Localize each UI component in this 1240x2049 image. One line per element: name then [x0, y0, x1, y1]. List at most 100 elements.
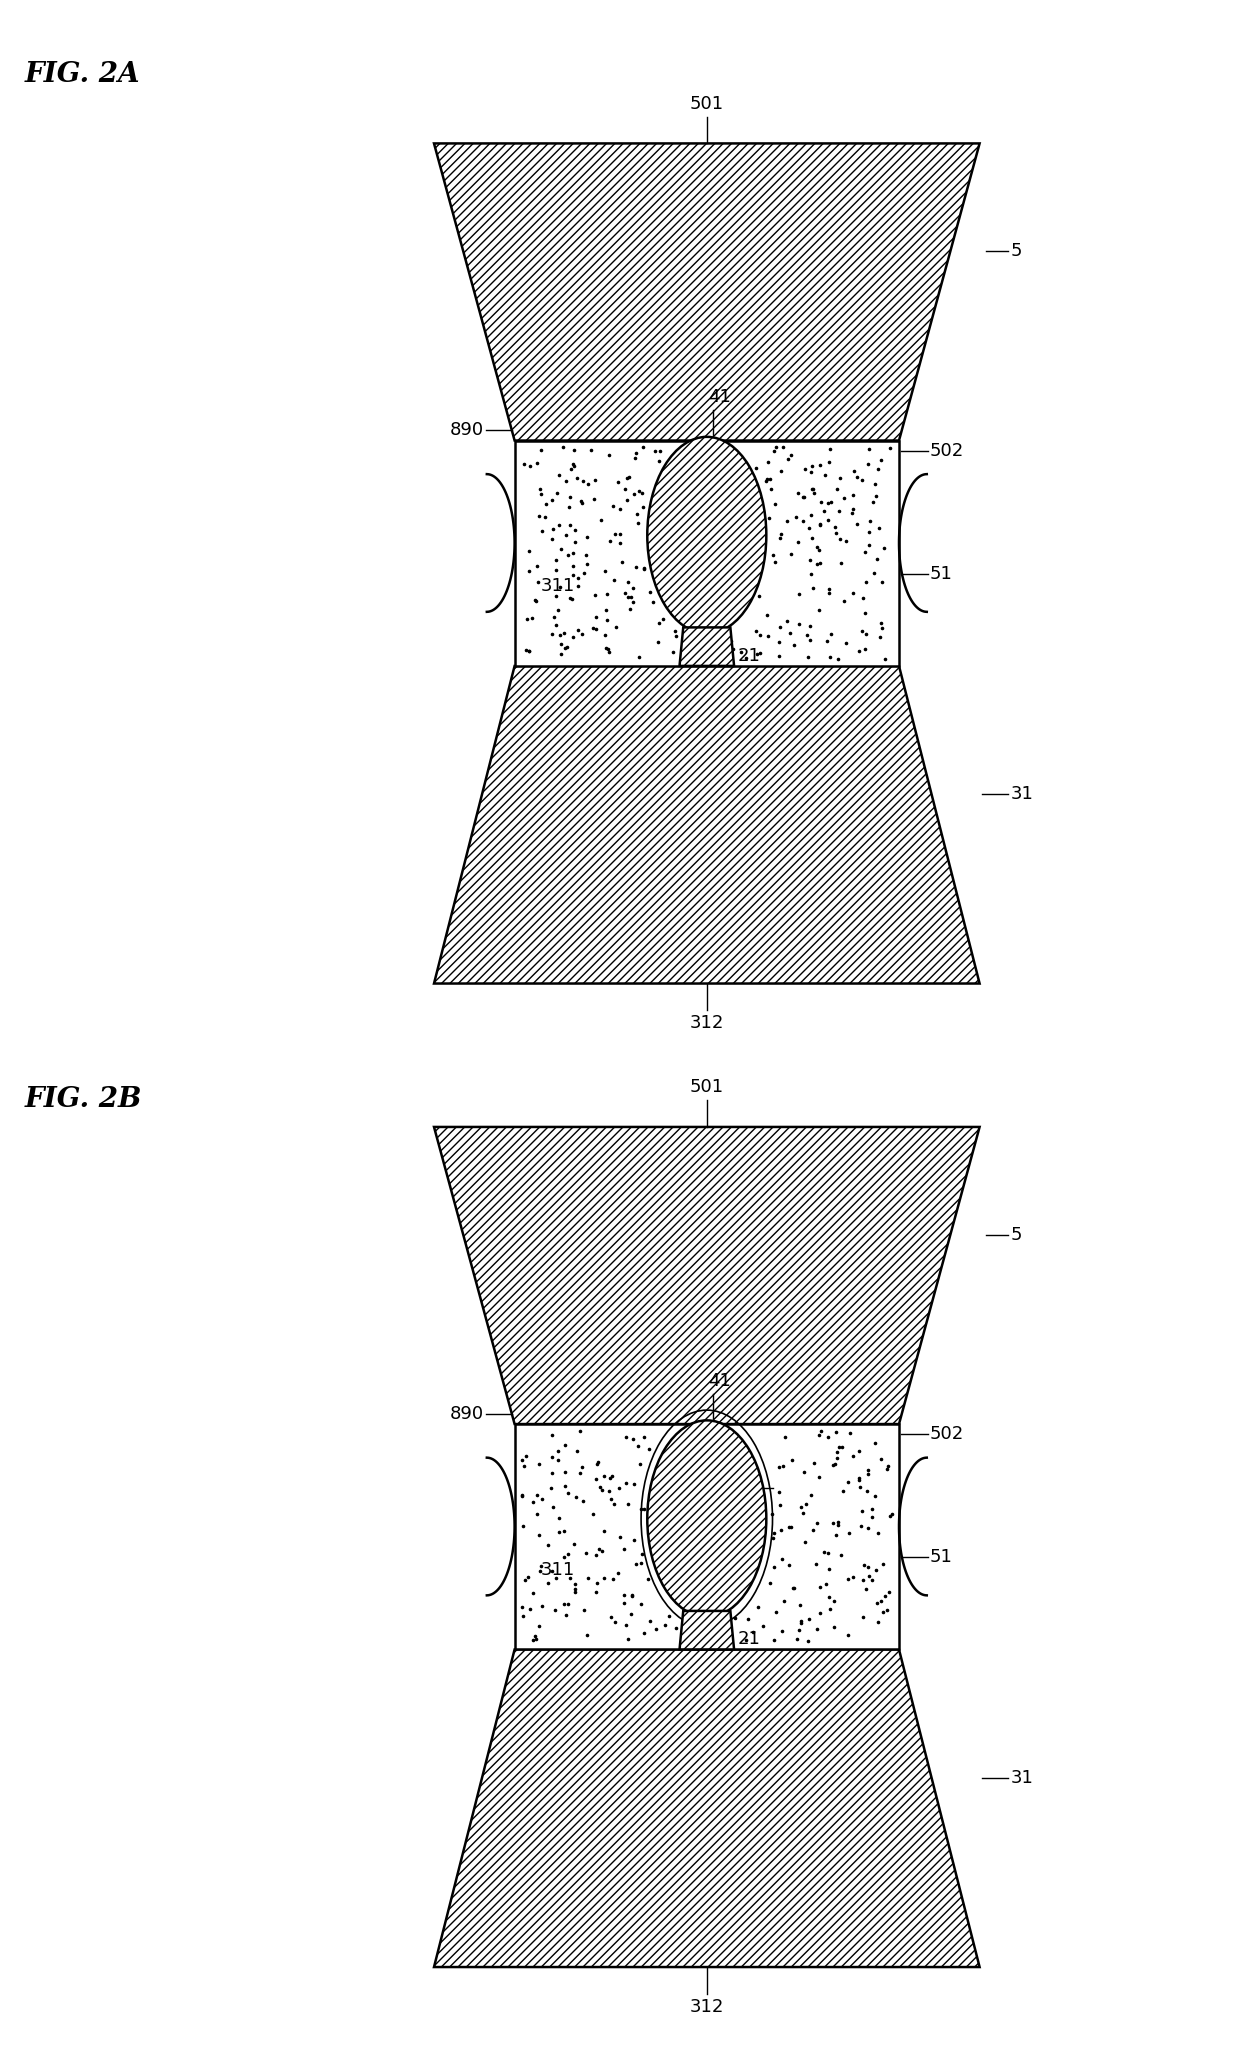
- Point: [802, 449, 822, 482]
- Point: [761, 1498, 781, 1531]
- Point: [781, 1510, 801, 1543]
- Point: [715, 1621, 735, 1654]
- Point: [525, 1619, 544, 1651]
- Point: [570, 1414, 590, 1447]
- Point: [630, 1447, 650, 1479]
- Point: [807, 547, 827, 580]
- Point: [558, 1539, 578, 1572]
- Point: [838, 1563, 858, 1596]
- Point: [823, 1506, 843, 1539]
- Point: [534, 500, 554, 533]
- Point: [642, 586, 662, 619]
- Point: [599, 635, 619, 668]
- Point: [634, 1494, 653, 1527]
- Point: [737, 1625, 756, 1658]
- Point: [698, 625, 718, 658]
- Point: [563, 559, 583, 592]
- Point: [775, 1422, 795, 1455]
- Point: [527, 549, 547, 582]
- Point: [746, 637, 766, 670]
- Point: [565, 525, 585, 557]
- Point: [589, 1533, 609, 1565]
- Point: [789, 477, 808, 510]
- Point: [584, 482, 604, 514]
- Point: [587, 613, 606, 645]
- Point: [618, 1488, 637, 1520]
- Point: [880, 1500, 900, 1533]
- Point: [820, 576, 839, 609]
- Point: [810, 533, 830, 566]
- Point: [843, 1559, 863, 1592]
- Point: [615, 1420, 635, 1453]
- Point: [802, 572, 822, 604]
- Point: [552, 637, 572, 670]
- Point: [578, 1619, 598, 1651]
- Point: [831, 522, 851, 555]
- Point: [564, 512, 584, 545]
- Point: [568, 561, 588, 594]
- Point: [723, 633, 743, 666]
- Point: [842, 496, 862, 529]
- Point: [770, 611, 790, 643]
- Point: [614, 1533, 634, 1565]
- Point: [660, 1600, 680, 1633]
- Point: [869, 512, 889, 545]
- Point: [622, 572, 642, 604]
- Point: [749, 580, 769, 613]
- Point: [626, 1547, 646, 1580]
- Point: [766, 430, 786, 463]
- Text: 21: 21: [738, 1631, 760, 1647]
- Point: [854, 537, 874, 570]
- Point: [756, 598, 776, 631]
- Point: [557, 631, 577, 664]
- Point: [520, 553, 539, 586]
- Point: [828, 1506, 848, 1539]
- Point: [720, 1615, 740, 1647]
- Point: [629, 506, 649, 539]
- Point: [621, 580, 641, 613]
- Point: [851, 1510, 870, 1543]
- Point: [551, 619, 570, 652]
- Point: [552, 533, 572, 566]
- Point: [796, 1488, 816, 1520]
- Point: [560, 453, 580, 486]
- Point: [786, 500, 806, 533]
- Point: [810, 1596, 830, 1629]
- Point: [557, 465, 577, 498]
- Point: [554, 1588, 574, 1621]
- Point: [771, 1514, 791, 1547]
- Circle shape: [647, 1420, 766, 1617]
- Point: [512, 1590, 532, 1623]
- Point: [799, 1625, 818, 1658]
- Point: [838, 1619, 858, 1651]
- Point: [872, 566, 892, 598]
- Point: [839, 1516, 859, 1549]
- Point: [859, 432, 879, 465]
- Point: [877, 1453, 897, 1486]
- Point: [631, 1588, 651, 1621]
- Point: [770, 1488, 790, 1520]
- Point: [646, 1613, 666, 1645]
- Point: [565, 1576, 585, 1608]
- Point: [631, 1547, 651, 1580]
- Point: [512, 1442, 532, 1475]
- Point: [863, 1500, 883, 1533]
- Point: [613, 545, 632, 578]
- Point: [595, 553, 615, 586]
- Point: [620, 592, 640, 625]
- Point: [856, 596, 875, 629]
- Point: [520, 635, 539, 668]
- Text: FIG. 2A: FIG. 2A: [25, 61, 140, 88]
- Point: [764, 434, 784, 467]
- Point: [827, 1436, 847, 1469]
- Point: [802, 1514, 822, 1547]
- Point: [557, 1598, 577, 1631]
- Point: [622, 1422, 642, 1455]
- Point: [761, 473, 781, 506]
- Point: [794, 1498, 813, 1531]
- Point: [618, 580, 637, 613]
- Text: 502: 502: [930, 1426, 965, 1442]
- Point: [859, 504, 879, 537]
- Point: [590, 504, 610, 537]
- Text: 51: 51: [930, 1549, 952, 1565]
